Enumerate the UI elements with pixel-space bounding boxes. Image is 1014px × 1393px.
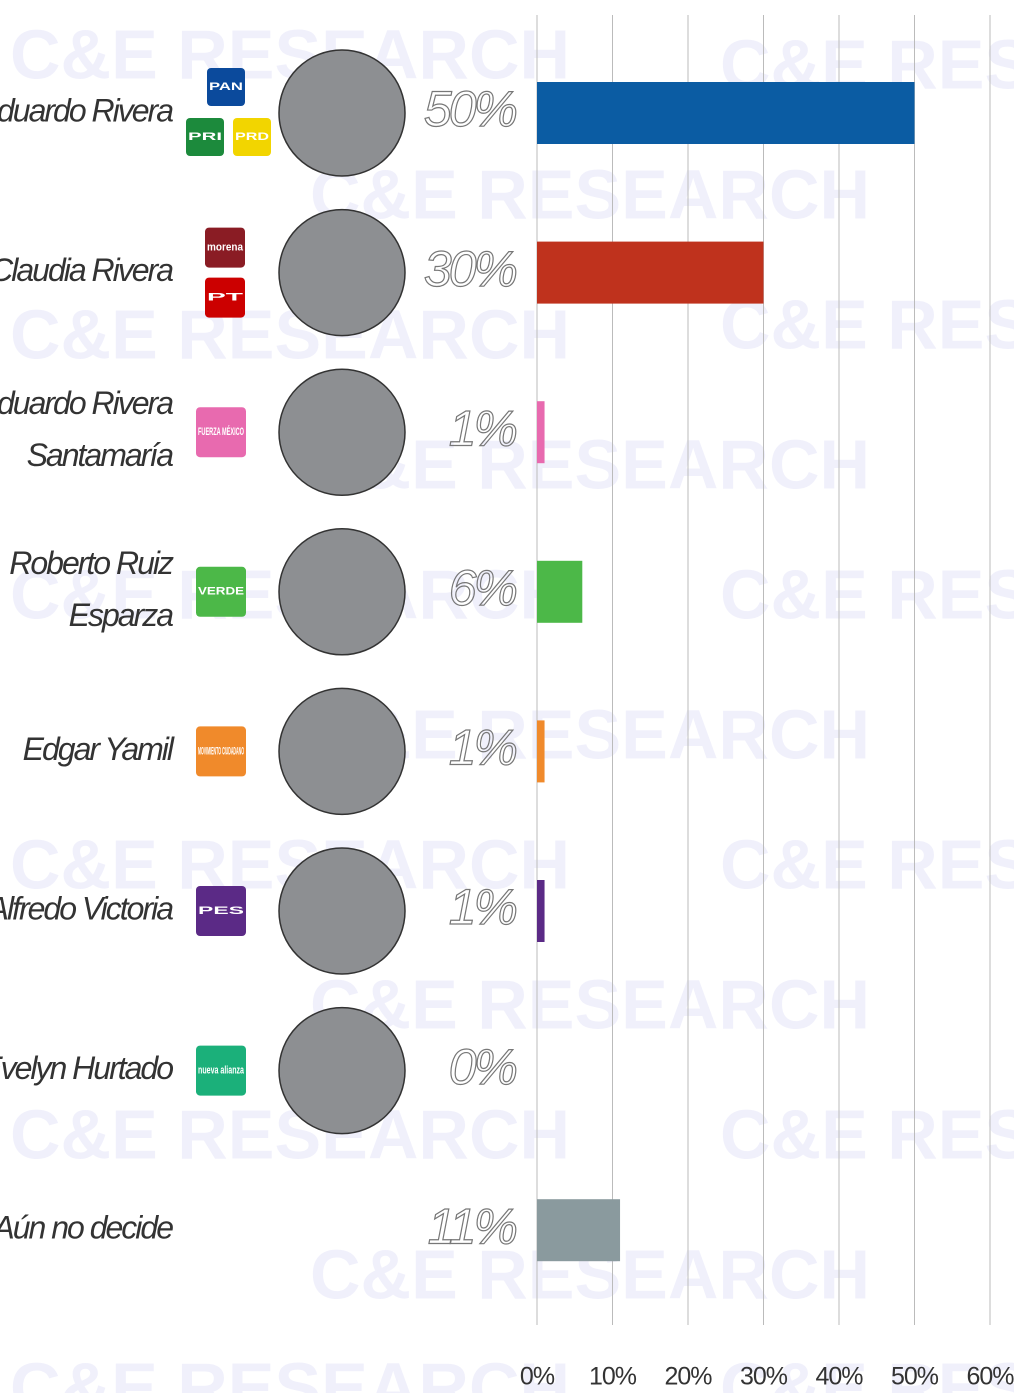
value-label: 0% [449, 1039, 517, 1095]
bar [537, 880, 545, 942]
category-label: Alfredo Victoria [0, 890, 173, 926]
party-logo [196, 726, 246, 777]
party-logo [205, 227, 245, 268]
watermark: C&E RESEARCH [720, 555, 1014, 633]
value-label: 1% [449, 720, 517, 776]
watermark: C&E RESEARCH [720, 285, 1014, 363]
party-logo [205, 277, 245, 318]
category-label: Edgar Yamil [23, 731, 175, 767]
x-tick-label: 30% [740, 1363, 788, 1391]
candidate-photo [278, 208, 406, 337]
value-label: 11% [428, 1198, 517, 1254]
party-name: PAN [209, 81, 243, 93]
x-tick-label: 10% [589, 1363, 637, 1391]
x-tick-label: 60% [966, 1363, 1014, 1391]
watermark: C&E RESEARCH [10, 1348, 570, 1393]
party-logo [207, 68, 245, 106]
party-logo [196, 566, 246, 617]
watermark: C&E RESEARCH [310, 155, 870, 233]
party-name: PRI [188, 131, 222, 143]
watermark: C&E RESEARCH [720, 825, 1014, 903]
x-tick-label: 20% [664, 1363, 712, 1391]
party-name: PES [198, 905, 244, 917]
value-label: 1% [449, 400, 517, 456]
bar [537, 241, 764, 304]
party-logo [196, 1045, 246, 1096]
bar [537, 82, 915, 144]
party-name: MOVIMIENTO CIUDADANO [198, 745, 244, 757]
watermark: C&E RESEARCH [720, 1095, 1014, 1173]
candidate-photo [278, 368, 406, 496]
party-logo [196, 886, 246, 936]
watermark: C&E RESEARCH [720, 1348, 1014, 1393]
party-name: PT [207, 292, 244, 304]
candidate-photo [278, 528, 406, 656]
bar [537, 401, 545, 464]
candidate-photo [278, 1006, 406, 1135]
watermark: C&E RESEARCH [310, 965, 870, 1043]
value-label: 6% [449, 560, 517, 616]
value-label: 50% [424, 81, 517, 137]
category-label: Evelyn Hurtado [0, 1050, 173, 1086]
category-label: Claudia Rivera [0, 252, 173, 288]
bar [537, 560, 583, 623]
party-name: nueva alianza [198, 1065, 245, 1077]
candidate-photo [278, 49, 406, 177]
party-name: FUERZA MÉXICO [198, 425, 244, 438]
value-label: 1% [449, 879, 517, 935]
x-tick-label: 50% [891, 1363, 939, 1391]
category-label: Eduardo Rivera [0, 92, 173, 128]
party-name: morena [207, 242, 244, 254]
party-logo [186, 118, 224, 156]
bar [537, 720, 545, 783]
party-name: VERDE [198, 586, 244, 598]
watermark: C&E RESEARCH [10, 1095, 570, 1173]
party-logo [233, 118, 271, 156]
bar [537, 1199, 621, 1262]
candidate-photo [278, 847, 406, 975]
category-label: Roberto Ruiz Esparza [9, 545, 174, 633]
x-tick-label: 0% [520, 1363, 555, 1391]
party-name: PRD [235, 131, 269, 143]
category-label: Aún no decide [0, 1210, 173, 1246]
party-logo [196, 407, 246, 458]
value-label: 30% [424, 241, 517, 297]
x-tick-label: 40% [815, 1363, 863, 1391]
candidate-photo [278, 687, 406, 816]
